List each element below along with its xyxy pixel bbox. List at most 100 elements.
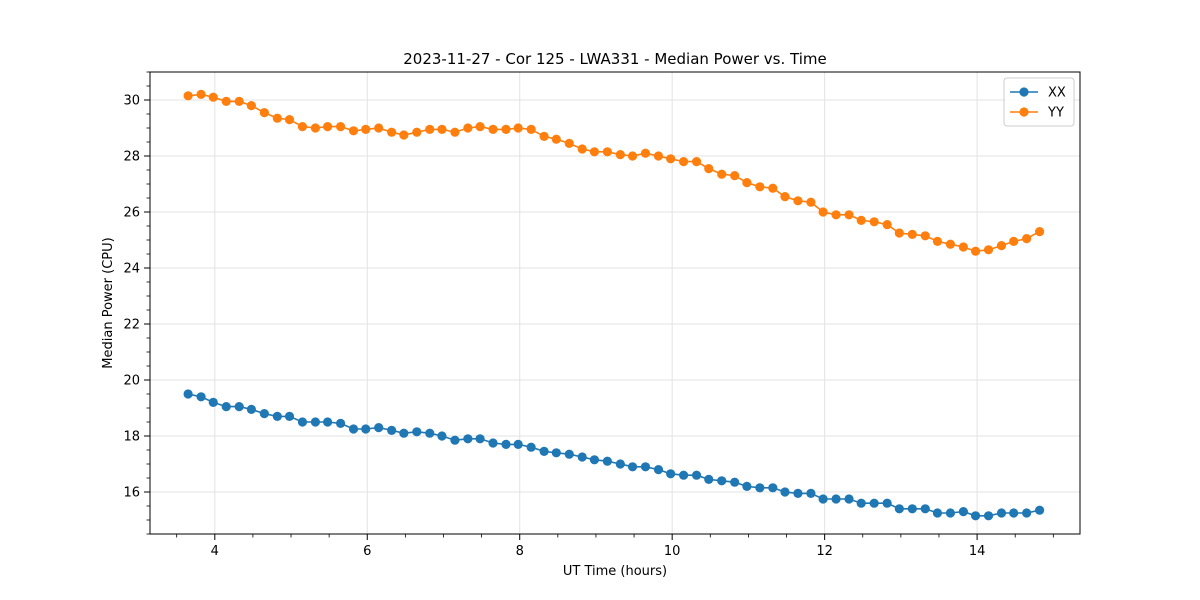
data-point-yy xyxy=(272,113,282,123)
data-point-yy xyxy=(488,124,498,134)
data-point-xx xyxy=(666,469,676,479)
data-point-xx xyxy=(297,417,308,427)
data-point-xx xyxy=(818,494,828,504)
data-point-xx xyxy=(793,488,803,498)
data-point-xx xyxy=(577,452,587,462)
data-point-yy xyxy=(234,96,244,106)
data-point-yy xyxy=(920,231,930,241)
data-point-xx xyxy=(412,427,422,437)
data-point-yy xyxy=(425,124,435,134)
data-point-yy xyxy=(196,89,206,99)
data-point-xx xyxy=(183,389,193,399)
y-axis-label: Median Power (CPU) xyxy=(101,237,116,368)
data-point-xx xyxy=(996,508,1007,518)
data-point-xx xyxy=(768,483,778,493)
data-point-xx xyxy=(1034,505,1045,515)
data-point-xx xyxy=(780,487,790,497)
data-point-xx xyxy=(246,404,256,414)
data-point-yy xyxy=(627,151,638,161)
data-point-yy xyxy=(907,229,917,239)
data-point-xx xyxy=(704,474,714,484)
data-point-xx xyxy=(730,477,740,487)
data-point-xx xyxy=(259,409,269,419)
data-point-yy xyxy=(780,192,790,202)
data-point-xx xyxy=(488,438,498,448)
data-point-yy xyxy=(475,122,485,132)
data-point-xx xyxy=(856,498,866,508)
y-tick-label: 30 xyxy=(123,94,140,109)
y-tick-label: 26 xyxy=(123,206,140,221)
data-point-yy xyxy=(691,157,702,167)
y-tick-label: 28 xyxy=(123,150,140,165)
data-point-yy xyxy=(246,101,256,111)
data-point-xx xyxy=(945,508,956,518)
data-point-xx xyxy=(437,431,447,441)
data-point-yy xyxy=(945,239,956,249)
data-point-yy xyxy=(399,130,409,140)
x-tick-label: 6 xyxy=(363,544,371,559)
data-point-yy xyxy=(259,108,269,118)
data-point-xx xyxy=(208,397,218,407)
x-tick-label: 4 xyxy=(211,544,219,559)
y-tick-label: 16 xyxy=(123,486,140,501)
data-point-xx xyxy=(932,508,943,518)
x-tick-label: 14 xyxy=(969,544,986,559)
data-point-xx xyxy=(323,417,333,427)
x-tick-label: 12 xyxy=(816,544,833,559)
y-tick-label: 18 xyxy=(123,430,140,445)
data-point-yy xyxy=(437,124,447,134)
data-point-xx xyxy=(450,435,460,445)
data-point-yy xyxy=(526,124,536,134)
x-tick-label: 10 xyxy=(664,544,681,559)
y-tick-label: 22 xyxy=(123,318,140,333)
data-point-xx xyxy=(374,423,384,433)
data-point-yy xyxy=(615,150,625,160)
data-point-xx xyxy=(1022,508,1032,518)
data-point-yy xyxy=(730,171,740,181)
data-point-xx xyxy=(284,411,295,421)
data-point-xx xyxy=(399,428,409,438)
x-axis-label: UT Time (hours) xyxy=(563,564,667,579)
data-point-yy xyxy=(348,126,359,136)
data-point-yy xyxy=(412,127,422,137)
data-point-xx xyxy=(869,498,879,508)
data-point-xx xyxy=(221,402,231,412)
data-point-yy xyxy=(310,123,321,133)
data-point-yy xyxy=(640,148,651,158)
data-point-yy xyxy=(806,197,816,207)
x-tick-label: 8 xyxy=(516,544,524,559)
data-point-yy xyxy=(1009,236,1019,246)
plot-frame xyxy=(149,71,1081,535)
series-group xyxy=(183,89,1045,521)
data-point-xx xyxy=(806,488,816,498)
data-point-yy xyxy=(831,210,841,220)
data-point-xx xyxy=(742,481,752,491)
data-point-xx xyxy=(882,498,892,508)
data-point-yy xyxy=(501,124,511,134)
data-point-xx xyxy=(755,483,765,493)
data-point-yy xyxy=(297,122,308,132)
legend-marker-xx xyxy=(1019,87,1029,97)
y-tick-label: 20 xyxy=(123,374,140,389)
data-point-xx xyxy=(653,465,664,475)
data-point-yy xyxy=(970,246,981,256)
ticks: 4 6 8 10 12 14 16 18 20 22 24 26 28 30 xyxy=(123,71,1054,559)
data-point-xx xyxy=(844,494,854,504)
data-point-xx xyxy=(717,476,727,486)
data-point-yy xyxy=(183,91,193,101)
data-point-xx xyxy=(513,439,523,449)
data-point-yy xyxy=(577,144,587,154)
data-point-yy xyxy=(932,236,943,246)
data-point-yy xyxy=(996,241,1007,251)
data-point-yy xyxy=(882,220,892,230)
data-point-yy xyxy=(653,151,664,161)
data-point-xx xyxy=(615,459,625,469)
data-point-yy xyxy=(666,154,676,164)
data-point-yy xyxy=(208,92,218,102)
data-point-yy xyxy=(1022,234,1032,244)
data-point-yy xyxy=(869,217,879,227)
data-point-yy xyxy=(818,207,828,217)
data-point-yy xyxy=(551,134,561,144)
data-point-yy xyxy=(844,210,854,220)
